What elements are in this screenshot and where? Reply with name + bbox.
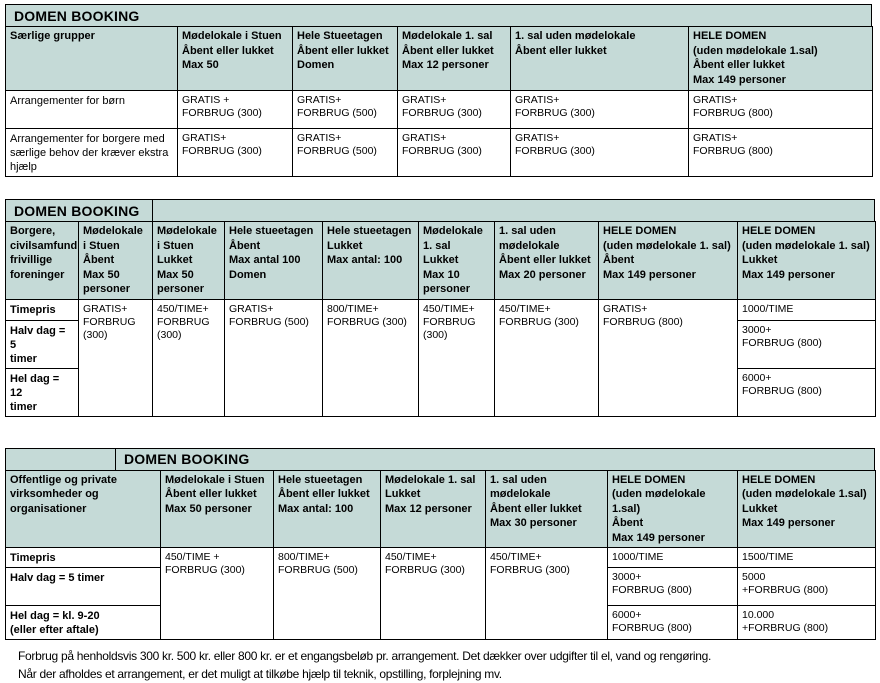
price-cell: 3000+ FORBRUG (800) bbox=[737, 319, 876, 369]
row-label: Halv dag = 5 timer bbox=[5, 567, 161, 606]
price-cell: GRATIS+ FORBRUG (800) bbox=[688, 128, 873, 177]
corner-header: Særlige grupper bbox=[5, 26, 178, 91]
table-title: DOMEN BOOKING bbox=[124, 451, 250, 467]
row-label: Timepris bbox=[5, 547, 161, 568]
title-bar-segment: DOMEN BOOKING bbox=[6, 200, 153, 221]
footnotes: Forbrug på henholdsvis 300 kr. 500 kr. e… bbox=[18, 647, 880, 683]
row-label: Arrangementer for borgere med særlige be… bbox=[5, 128, 178, 177]
table-title: DOMEN BOOKING bbox=[14, 202, 140, 219]
table-row: Timepris GRATIS+ FORBRUG (300) 450/TIME+… bbox=[5, 298, 876, 417]
header-row: Offentlige og private virksomheder og or… bbox=[5, 469, 876, 548]
pricing-table: Offentlige og private virksomheder og or… bbox=[5, 469, 876, 640]
column-header: HELE DOMEN (uden mødelokale 1.sal) Åbent… bbox=[688, 26, 873, 91]
price-cell: GRATIS+ FORBRUG (500) bbox=[224, 298, 323, 417]
price-cell: GRATIS + FORBRUG (300) bbox=[177, 90, 293, 129]
corner-header: Borgere, civilsamfund, frivillige foreni… bbox=[5, 221, 79, 300]
price-cell: 5000 +FORBRUG (800) bbox=[737, 567, 876, 606]
column-header: HELE DOMEN (uden mødelokale 1. sal) Lukk… bbox=[737, 221, 876, 300]
title-bar: DOMEN BOOKING bbox=[5, 447, 875, 470]
price-cell: GRATIS+ FORBRUG (800) bbox=[598, 298, 738, 417]
table-row: Timepris 450/TIME + FORBRUG (300) 800/TI… bbox=[5, 547, 876, 640]
table-row: Hel dag = 12 timer 6000+ FORBRUG (800) bbox=[5, 367, 876, 417]
table-title: DOMEN BOOKING bbox=[14, 7, 140, 24]
header-row: Borgere, civilsamfund, frivillige foreni… bbox=[5, 221, 876, 300]
column-header: Hele Stueetagen Åbent eller lukket Domen bbox=[292, 26, 398, 91]
price-cell: GRATIS+ FORBRUG (300) bbox=[510, 128, 689, 177]
footnote-line: Når der afholdes et arrangement, er det … bbox=[18, 667, 502, 681]
price-cell: GRATIS+ FORBRUG (300) bbox=[397, 90, 511, 129]
column-header: Mødelokale i Stuen Åbent Max 50 personer bbox=[78, 221, 153, 300]
price-cell: 450/TIME+ FORBRUG (300) bbox=[380, 547, 486, 640]
price-cell: 450/TIME+ FORBRUG (300) bbox=[152, 298, 225, 417]
price-cell: 450/TIME+ FORBRUG (300) bbox=[418, 298, 495, 417]
table-row: Halv dag = 5 timer 3000+ FORBRUG (800) bbox=[5, 319, 876, 369]
title-bar-segment bbox=[6, 448, 116, 470]
column-header: Mødelokale i Stuen Åbent eller lukket Ma… bbox=[160, 469, 274, 548]
row-label: Timepris bbox=[5, 298, 79, 321]
header-row: Særlige grupper Mødelokale i Stuen Åbent… bbox=[5, 26, 873, 91]
footnote-line: Forbrug på henholdsvis 300 kr. 500 kr. e… bbox=[18, 649, 712, 663]
price-cell: 450/TIME+ FORBRUG (300) bbox=[485, 547, 608, 640]
price-cell: GRATIS+ FORBRUG (500) bbox=[292, 90, 398, 129]
booking-table-citizens: DOMEN BOOKING Borgere, civilsamfund, fri… bbox=[5, 199, 880, 417]
column-header: HELE DOMEN (uden mødelokale 1.sal) Åbent… bbox=[607, 469, 738, 548]
price-cell: GRATIS+ FORBRUG (300) bbox=[177, 128, 293, 177]
column-header: Mødelokale i Stuen Lukket Max 50 persone… bbox=[152, 221, 225, 300]
column-header: 1. sal uden mødelokale Åbent eller lukke… bbox=[510, 26, 689, 91]
pricing-table: Særlige grupper Mødelokale i Stuen Åbent… bbox=[5, 26, 873, 177]
column-header: 1. sal uden mødelokale Åbent eller lukke… bbox=[485, 469, 608, 548]
column-header: Mødelokale i Stuen Åbent eller lukket Ma… bbox=[177, 26, 293, 91]
price-cell: 6000+ FORBRUG (800) bbox=[737, 367, 876, 417]
column-header: Hele stueetagen Åbent eller lukket Max a… bbox=[273, 469, 381, 548]
column-header: HELE DOMEN (uden mødelokale 1.sal) Lukke… bbox=[737, 469, 876, 548]
column-header: Mødelokale 1. sal Åbent eller lukket Max… bbox=[397, 26, 511, 91]
row-label: Hel dag = kl. 9-20 (eller efter aftale) bbox=[5, 605, 161, 640]
price-cell: GRATIS+ FORBRUG (300) bbox=[78, 298, 153, 417]
price-cell: 800/TIME+ FORBRUG (300) bbox=[322, 298, 419, 417]
row-label: Hel dag = 12 timer bbox=[5, 367, 79, 417]
column-header: HELE DOMEN (uden mødelokale 1. sal) Åben… bbox=[598, 221, 738, 300]
row-label: Arrangementer for børn bbox=[5, 90, 178, 129]
price-cell: GRATIS+ FORBRUG (500) bbox=[292, 128, 398, 177]
column-header: 1. sal uden mødelokale Åbent eller lukke… bbox=[494, 221, 599, 300]
table-row: Arrangementer for børn GRATIS + FORBRUG … bbox=[5, 90, 873, 129]
price-cell: 800/TIME+ FORBRUG (500) bbox=[273, 547, 381, 640]
row-label: Halv dag = 5 timer bbox=[5, 319, 79, 369]
booking-table-companies: DOMEN BOOKING Offentlige og private virk… bbox=[5, 447, 880, 640]
price-cell: 450/TIME + FORBRUG (300) bbox=[160, 547, 274, 640]
column-header: Mødelokale 1. sal Lukket Max 12 personer bbox=[380, 469, 486, 548]
price-cell: 6000+ FORBRUG (800) bbox=[607, 605, 738, 640]
price-cell: 3000+ FORBRUG (800) bbox=[607, 567, 738, 606]
price-cell: GRATIS+ FORBRUG (300) bbox=[510, 90, 689, 129]
pricing-table: Borgere, civilsamfund, frivillige foreni… bbox=[5, 221, 876, 417]
title-bar: DOMEN BOOKING bbox=[5, 199, 875, 221]
corner-header: Offentlige og private virksomheder og or… bbox=[5, 469, 161, 548]
column-header: Hele stueetagen Åbent Max antal 100 Dome… bbox=[224, 221, 323, 300]
price-cell: 1000/TIME bbox=[737, 298, 876, 321]
column-header: Mødelokale 1. sal Lukket Max 10 personer bbox=[418, 221, 495, 300]
price-cell: 450/TIME+ FORBRUG (300) bbox=[494, 298, 599, 417]
price-cell: GRATIS+ FORBRUG (300) bbox=[397, 128, 511, 177]
title-bar: DOMEN BOOKING bbox=[5, 4, 872, 26]
price-cell: 1500/TIME bbox=[737, 547, 876, 568]
price-cell: GRATIS+ FORBRUG (800) bbox=[688, 90, 873, 129]
column-header: Hele stueetagen Lukket Max antal: 100 bbox=[322, 221, 419, 300]
price-cell: 1000/TIME bbox=[607, 547, 738, 568]
price-cell: 10.000 +FORBRUG (800) bbox=[737, 605, 876, 640]
table-row: Arrangementer for borgere med særlige be… bbox=[5, 128, 873, 177]
booking-table-special-groups: DOMEN BOOKING Særlige grupper Mødelokale… bbox=[5, 4, 880, 177]
